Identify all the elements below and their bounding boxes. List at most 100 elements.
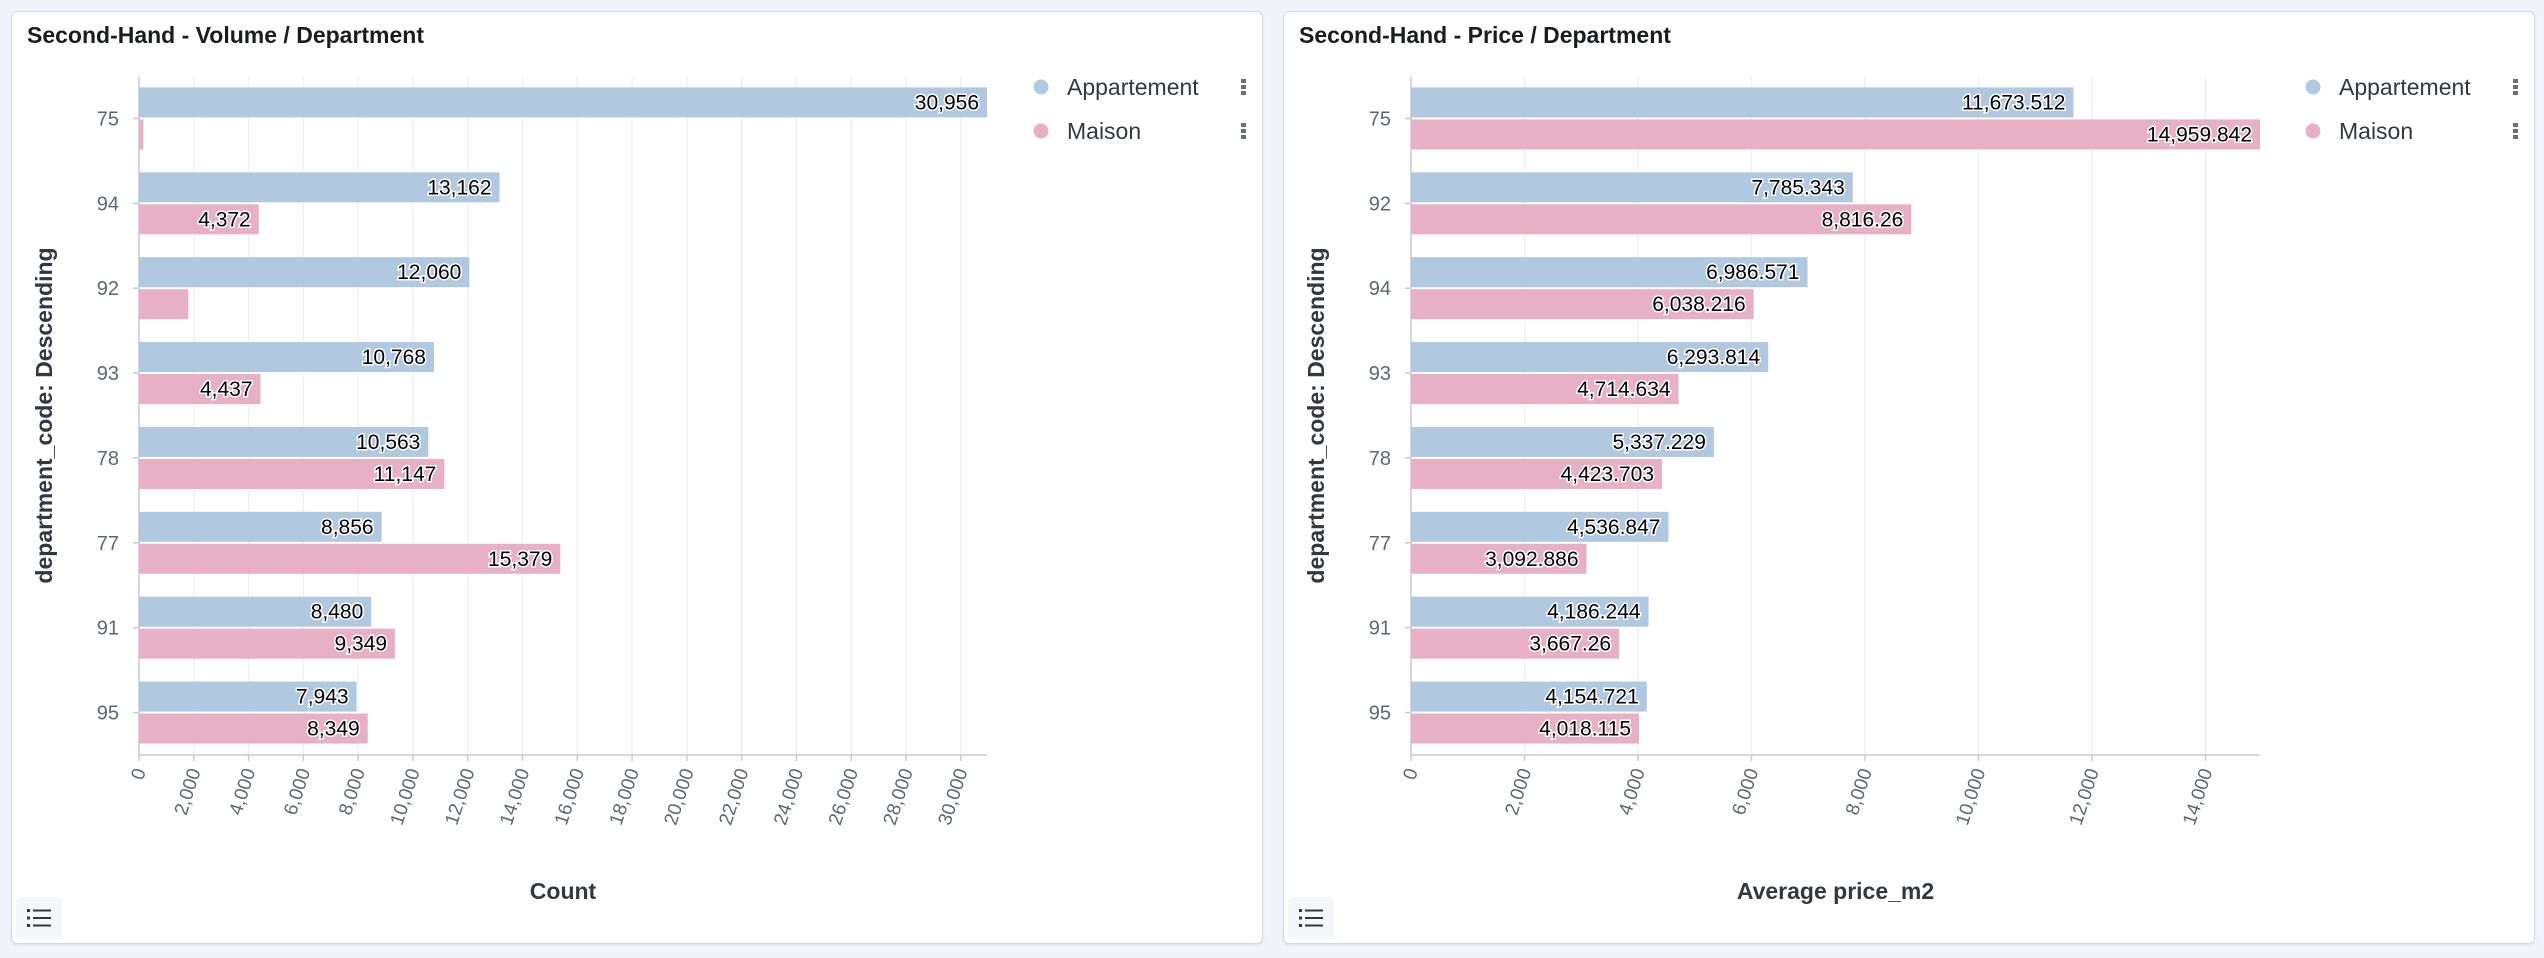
bar-maison <box>139 119 144 150</box>
legend-entry: Maison <box>2339 118 2413 144</box>
dot <box>2513 79 2518 83</box>
data-label: 14,959.842 <box>2147 123 2252 146</box>
bar-maison <box>139 628 396 659</box>
data-label: 9,349 <box>335 633 388 656</box>
list-icon <box>1299 909 1323 927</box>
x-tick-label: 6,000 <box>1729 766 1764 818</box>
data-label: 15,379 <box>488 548 552 571</box>
bar-appartement <box>1411 426 1714 457</box>
category-label: 77 <box>1369 533 1391 555</box>
data-label: 4,018.115 <box>1539 718 1631 741</box>
category-label: 78 <box>97 448 119 470</box>
data-label: 4,423.703 <box>1561 463 1654 486</box>
vertical-dots-icon[interactable] <box>1241 123 1246 139</box>
x-tick-label: 12,000 <box>2066 766 2104 828</box>
data-label: 4,536.847 <box>1567 516 1660 539</box>
category-label: 75 <box>97 108 119 130</box>
legend-swatch <box>1033 79 1049 95</box>
data-label: 6,986.571 <box>1706 261 1799 284</box>
volume-panel: Second-Hand - Volume / Department 0 2,000… <box>11 11 1263 944</box>
dot <box>2513 91 2518 95</box>
x-tick-label: 2,000 <box>171 766 206 818</box>
dot <box>1241 85 1246 89</box>
x-tick-label: 22,000 <box>715 766 753 828</box>
bar-maison <box>1411 204 1912 235</box>
x-tick-label: 20,000 <box>661 766 699 828</box>
x-tick-label: 8,000 <box>1842 766 1877 818</box>
x-tick-label: 14,000 <box>2179 766 2217 828</box>
data-label: 12,060 <box>397 261 461 284</box>
bar-appartement <box>1411 596 1649 627</box>
category-label: 77 <box>97 533 119 555</box>
legend-swatch <box>1033 123 1049 139</box>
bar-appartement <box>139 172 500 203</box>
price-chart: 0 2,000 4,000 6,000 8,000 10,000 12,000 14,000 7… <box>1303 74 2518 904</box>
data-label: 8,856 <box>321 516 374 539</box>
data-label: 30,956 <box>915 91 979 114</box>
bar-maison <box>139 713 368 744</box>
bar-maison <box>139 543 561 574</box>
data-label: 6,293.814 <box>1667 346 1761 369</box>
bar-appartement <box>139 596 372 627</box>
x-tick-label: 0 <box>128 766 151 783</box>
x-tick-label: 4,000 <box>226 766 261 818</box>
dot <box>2513 129 2518 133</box>
bar-maison <box>139 374 261 405</box>
legend-swatch <box>2305 79 2321 95</box>
panel-title: Second-Hand - Volume / Department <box>27 22 425 48</box>
bar-appartement <box>1411 681 1647 712</box>
data-label: 8,349 <box>307 718 360 741</box>
x-tick-label: 12,000 <box>442 766 480 828</box>
bar-maison <box>1411 713 1640 744</box>
bar-maison <box>139 289 189 320</box>
x-tick-label: 18,000 <box>606 766 644 828</box>
bar-maison <box>1411 374 1679 405</box>
bar-appartement <box>139 511 382 542</box>
category-label: 91 <box>1369 618 1391 640</box>
data-label: 11,147 <box>374 463 437 486</box>
legend-entry: Appartement <box>2339 74 2471 100</box>
legend-toggle-button[interactable] <box>1288 897 1334 939</box>
data-label: 4,186.244 <box>1547 601 1641 624</box>
bar-appartement <box>1411 172 1853 203</box>
data-label: 3,092.886 <box>1485 548 1578 571</box>
category-label: 93 <box>97 363 119 385</box>
x-tick-label: 24,000 <box>770 766 808 828</box>
dot <box>2513 85 2518 89</box>
dot <box>1241 129 1246 133</box>
data-label: 6,038.216 <box>1652 293 1745 316</box>
bar-appartement <box>139 257 470 288</box>
dot <box>2513 123 2518 127</box>
dot <box>1241 91 1246 95</box>
category-label: 92 <box>1369 193 1391 215</box>
data-label: 5,337.229 <box>1612 431 1705 454</box>
x-axis-title: Average price_m2 <box>1737 878 1934 904</box>
x-tick-label: 2,000 <box>1502 766 1537 818</box>
x-tick-label: 28,000 <box>880 766 918 828</box>
x-tick-label: 16,000 <box>551 766 589 828</box>
bar-maison <box>1411 458 1663 489</box>
x-tick-label: 10,000 <box>387 766 425 828</box>
data-label: 4,437 <box>200 378 253 401</box>
list-icon <box>27 909 51 927</box>
x-axis-title: Count <box>530 878 597 904</box>
data-label: 11,673.512 <box>1962 91 2066 114</box>
volume-chart: 0 2,000 4,000 6,000 8,000 10,000 12,000 14,000 1… <box>31 74 1246 904</box>
bar-maison <box>139 204 259 235</box>
x-tick-label: 8,000 <box>335 766 370 818</box>
vertical-dots-icon[interactable] <box>1241 79 1246 95</box>
bar-appartement <box>139 681 357 712</box>
x-tick-label: 6,000 <box>280 766 315 818</box>
data-label: 8,480 <box>311 601 364 624</box>
vertical-dots-icon[interactable] <box>2513 123 2518 139</box>
data-label: 13,162 <box>427 176 491 199</box>
category-label: 94 <box>1369 278 1391 300</box>
bar-maison <box>1411 119 2260 150</box>
legend-toggle-button[interactable] <box>16 897 62 939</box>
category-label: 78 <box>1369 448 1391 470</box>
bar-appartement <box>1411 511 1669 542</box>
vertical-dots-icon[interactable] <box>2513 79 2518 95</box>
bar-maison <box>1411 543 1587 574</box>
x-tick-label: 30,000 <box>935 766 973 828</box>
dot <box>1241 135 1246 139</box>
